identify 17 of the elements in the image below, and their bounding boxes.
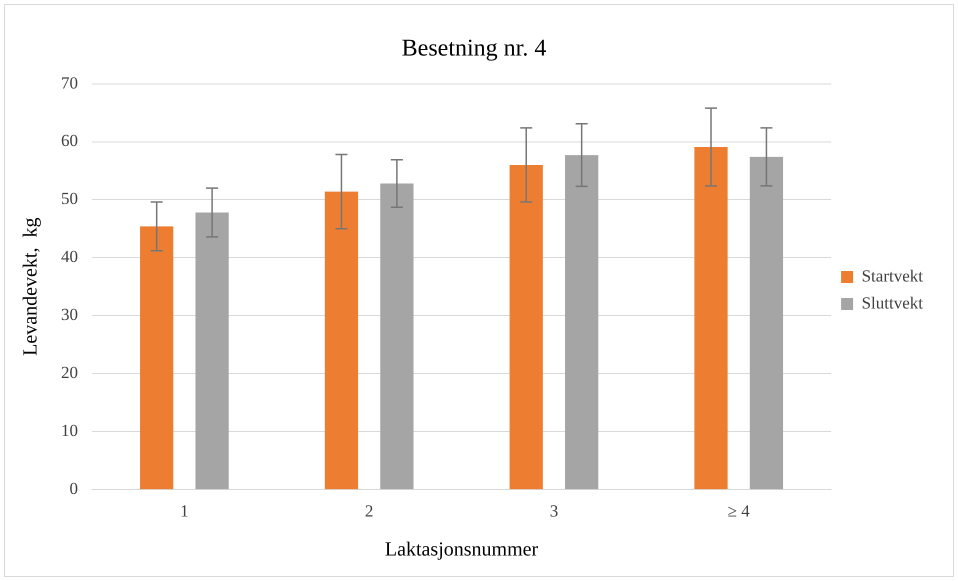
y-axis-title: Levandevekt, kg [19,218,42,356]
x-axis-title: Laktasjonsnummer [384,538,539,560]
x-tick-label: 2 [364,501,374,520]
y-tick-label: 10 [61,421,78,440]
x-tick-label: 1 [180,501,189,520]
legend-label: Sluttvekt [862,293,924,312]
chart-title: Besetning nr. 4 [402,36,546,62]
x-tick-label: ≥ 4 [728,501,750,520]
y-tick-label: 60 [61,131,78,150]
y-tick-label: 50 [61,189,78,208]
y-tick-label: 40 [61,247,78,266]
y-tick-label: 0 [70,479,78,498]
y-tick-label: 70 [61,73,78,92]
legend-label: Startvekt [862,266,924,286]
y-tick-label: 20 [61,363,78,382]
y-tick-label: 30 [61,305,78,324]
x-tick-label: 3 [550,501,558,520]
